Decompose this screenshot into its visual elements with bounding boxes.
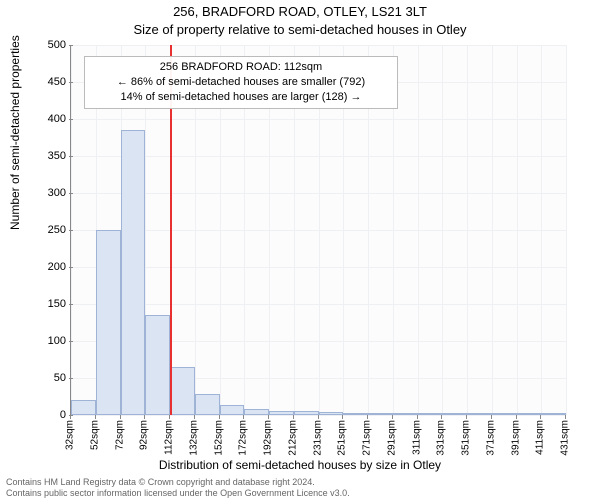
x-tick-label: 271sqm [362,420,373,456]
legend-line-1: 256 BRADFORD ROAD: 112sqm [91,60,391,75]
y-axis-label: Number of semi-detached properties [8,35,22,230]
histogram-bar [343,413,368,415]
x-tick-mark [392,415,393,419]
y-tick: 400 [26,113,66,125]
y-tick: 450 [26,76,66,88]
histogram-bar [244,409,269,415]
footer-attribution: Contains HM Land Registry data © Crown c… [6,477,350,498]
x-tick-mark [293,415,294,419]
gridline-h [71,415,566,416]
gridline-v [517,45,518,415]
x-tick-label: 311sqm [411,420,422,455]
footer-line-2: Contains public sector information licen… [6,488,350,498]
legend-line-3: 14% of semi-detached houses are larger (… [91,90,391,105]
x-tick-mark [466,415,467,419]
histogram-bar [294,411,319,415]
y-tick: 250 [26,224,66,236]
histogram-bar [269,411,294,415]
chart-container: 256, BRADFORD ROAD, OTLEY, LS21 3LT Size… [0,0,600,500]
x-tick-mark [417,415,418,419]
x-tick-mark [120,415,121,419]
histogram-bar [418,413,443,415]
x-tick-label: 92sqm [139,420,150,450]
x-tick-mark [491,415,492,419]
histogram-bar [195,394,220,415]
x-tick-mark [367,415,368,419]
legend-box: 256 BRADFORD ROAD: 112sqm ← 86% of semi-… [84,56,398,109]
histogram-bar [220,405,245,415]
x-tick-mark [268,415,269,419]
histogram-bar [170,367,195,415]
x-tick-label: 331sqm [436,420,447,456]
x-tick-mark [540,415,541,419]
histogram-bar [96,230,121,415]
footer-line-1: Contains HM Land Registry data © Crown c… [6,477,350,487]
x-tick-mark [219,415,220,419]
gridline-v [492,45,493,415]
x-tick-label: 391sqm [510,420,521,456]
chart-subtitle: Size of property relative to semi-detach… [0,22,600,37]
x-tick-mark [243,415,244,419]
x-tick-label: 212sqm [287,420,298,456]
gridline-v [418,45,419,415]
gridline-v [467,45,468,415]
histogram-bar [393,413,418,415]
address-title: 256, BRADFORD ROAD, OTLEY, LS21 3LT [0,4,600,19]
y-tick: 350 [26,150,66,162]
x-tick-label: 152sqm [213,420,224,456]
y-tick: 200 [26,261,66,273]
gridline-v [541,45,542,415]
histogram-bar [442,413,467,415]
x-tick-label: 351sqm [461,420,472,456]
legend-line-2: ← 86% of semi-detached houses are smalle… [91,75,391,90]
y-tick: 0 [26,409,66,421]
x-tick-label: 431sqm [560,420,571,456]
x-tick-label: 371sqm [485,420,496,456]
histogram-bar [319,412,344,415]
x-tick-label: 52sqm [89,420,100,450]
histogram-bar [71,400,96,415]
x-tick-mark [169,415,170,419]
x-tick-label: 192sqm [263,420,274,456]
gridline-v [442,45,443,415]
y-tick: 500 [26,39,66,51]
x-tick-mark [144,415,145,419]
gridline-v [566,45,567,415]
x-tick-mark [342,415,343,419]
x-tick-label: 172sqm [238,420,249,456]
histogram-bar [368,413,393,415]
histogram-bar [145,315,170,415]
x-tick-mark [318,415,319,419]
x-tick-mark [95,415,96,419]
x-tick-label: 112sqm [164,420,175,455]
histogram-bar [541,413,566,415]
x-tick-label: 251sqm [337,420,348,456]
x-tick-mark [565,415,566,419]
x-tick-label: 132sqm [188,420,199,456]
x-tick-label: 231sqm [312,420,323,456]
histogram-bar [492,413,517,415]
x-tick-mark [516,415,517,419]
y-tick: 50 [26,372,66,384]
histogram-bar [467,413,492,415]
y-tick: 150 [26,298,66,310]
x-tick-mark [441,415,442,419]
x-tick-label: 32sqm [65,420,76,450]
histogram-bar [517,413,542,415]
histogram-bar [121,130,146,415]
x-axis-label: Distribution of semi-detached houses by … [0,458,600,472]
x-tick-label: 411sqm [535,420,546,455]
x-tick-mark [194,415,195,419]
x-tick-label: 291sqm [386,420,397,456]
y-tick: 300 [26,187,66,199]
x-tick-label: 72sqm [114,420,125,450]
x-tick-mark [70,415,71,419]
y-tick: 100 [26,335,66,347]
